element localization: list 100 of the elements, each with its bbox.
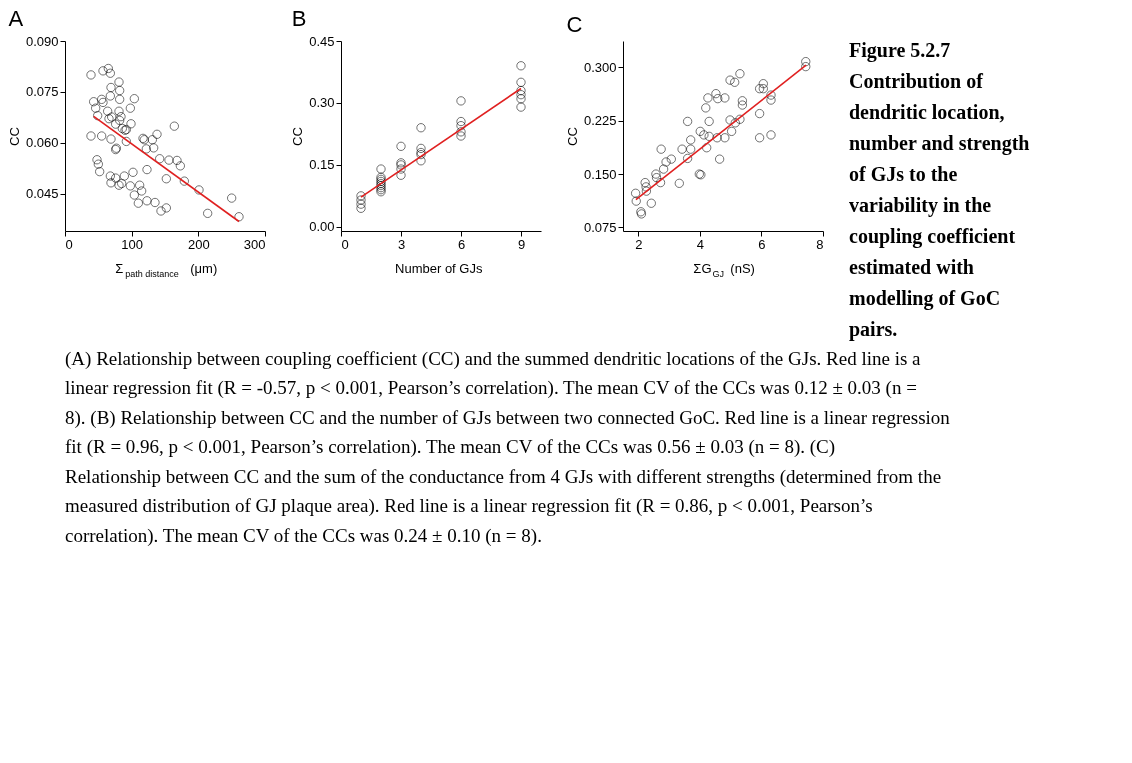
point (456, 131, 466, 141)
x-tick-label: 6 (457, 236, 466, 252)
point (674, 178, 684, 188)
point (702, 143, 712, 153)
point (737, 100, 747, 110)
point (416, 156, 426, 166)
point (683, 116, 693, 126)
y-tick-label: 0.30 (309, 95, 335, 111)
y-tick-label: 0.150 (583, 166, 617, 182)
point (730, 118, 740, 128)
point (703, 93, 713, 103)
point (713, 94, 723, 104)
x-axis-title: Number of GJs (395, 261, 483, 276)
point (683, 153, 693, 163)
point (755, 109, 765, 119)
y-axis-title: CC (290, 127, 306, 146)
point (699, 130, 709, 140)
y-tick-label: 0.300 (583, 59, 617, 75)
x-tick-label: 3 (397, 236, 406, 252)
point (701, 103, 711, 113)
y-axis-title: CC (564, 127, 580, 146)
point (356, 199, 366, 209)
point (631, 188, 641, 198)
chart-title: B (291, 6, 307, 31)
y-tick-label: 0.060 (25, 135, 59, 151)
x-tick-label: 200 (187, 236, 210, 252)
point (641, 186, 651, 196)
point (646, 198, 656, 208)
text: Figure 5.2.7 Contribution of dendritic location, number and strength of GJs to the variability in the coupling coefficient estimated with modelling of GoC pairs. (849, 39, 1030, 340)
point (711, 89, 721, 99)
y-tick-label: 0.225 (583, 113, 617, 129)
point (801, 62, 811, 72)
point (356, 203, 366, 213)
point (755, 133, 765, 143)
point (396, 141, 406, 151)
y-tick-label: 0.075 (583, 219, 617, 235)
point (516, 77, 526, 87)
x-tick-label: 8 (816, 236, 824, 252)
point (516, 90, 526, 100)
point (695, 126, 705, 136)
point (727, 126, 737, 136)
point (656, 144, 666, 154)
point (720, 93, 730, 103)
point (356, 195, 366, 205)
x-tick-label: 6 (758, 236, 766, 252)
x-tick-label: 2 (635, 236, 643, 252)
x-tick-label: 0 (341, 236, 349, 252)
point (735, 114, 745, 124)
y-tick-label: 0.00 (309, 219, 335, 235)
point (416, 143, 426, 153)
point (356, 191, 366, 201)
point (641, 182, 651, 192)
point (704, 131, 714, 141)
x-tick-label: 300 (243, 236, 266, 252)
x-tick-label: 0 (65, 236, 73, 252)
point (416, 123, 426, 133)
point (712, 133, 722, 143)
point (640, 178, 650, 188)
point (737, 96, 747, 106)
point (456, 121, 466, 131)
point (661, 157, 671, 167)
point (516, 94, 526, 104)
point (686, 135, 696, 145)
point (758, 79, 768, 89)
x-tick-label: 9 (517, 236, 526, 252)
point (725, 75, 735, 85)
chart-title: A (8, 6, 24, 31)
y-axis-title: CC (6, 127, 22, 146)
point (516, 102, 526, 112)
y-tick-label: 0.045 (25, 186, 59, 202)
point (677, 144, 687, 154)
point (715, 154, 725, 164)
point (456, 116, 466, 127)
point (730, 77, 740, 87)
point (801, 57, 811, 67)
point (720, 133, 730, 143)
y-tick-label: 0.45 (309, 33, 335, 49)
y-tick-label: 0.090 (25, 33, 59, 49)
point (766, 130, 776, 140)
point (735, 69, 745, 79)
point (655, 178, 666, 188)
point (651, 173, 662, 183)
point (651, 169, 661, 179)
y-tick-label: 0.075 (25, 84, 59, 100)
point (516, 85, 526, 96)
y-tick-label: 0.15 (309, 157, 335, 173)
x-tick-label: 100 (121, 236, 144, 252)
point (686, 144, 696, 154)
point (396, 164, 406, 174)
point (766, 90, 776, 100)
point (704, 116, 714, 126)
point (456, 127, 466, 137)
point (766, 95, 776, 105)
point (516, 61, 526, 71)
point (396, 170, 406, 180)
point (376, 164, 386, 174)
point (456, 96, 466, 106)
text: (A) Relationship between coupling coefficient (CC) and the summed dendritic locations of the GJs. Red line is a linear regression fit (R = -0.57, p < 0.001, Pearson’s correlation). The mean CV of the CCs was 0.12 ± 0.03 (n = 8). (B) Relationship between CC and the number of GJs between two connected GoC. Red line is a linear regression fit (R = 0.96, p < 0.001, Pearson’s correlation). The mean CV of the CCs was 0.56 ± 0.03 (n = 8). (C) Relationship between CC and the sum of the conductance from 4 GJs with different strengths (determined from the measured distribution of GJ plaque area). Red line is a linear regression fit (R = 0.86, p < 0.001, Pearson’s correlation). The mean CV of the CCs was 0.24 ± 0.10 (n = 8). (65, 348, 951, 547)
point (666, 154, 676, 164)
point (659, 164, 669, 174)
